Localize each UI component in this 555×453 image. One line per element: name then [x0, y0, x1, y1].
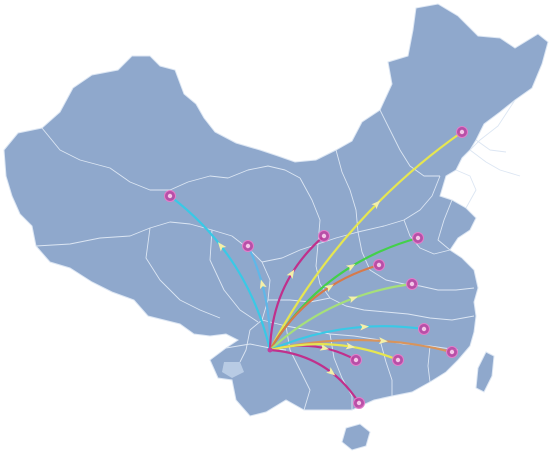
route-arrow-icon	[319, 343, 330, 351]
route-node-northwest	[168, 194, 272, 352]
target-marker-icon[interactable]	[353, 397, 365, 409]
route-node-northeast	[268, 130, 464, 352]
target-marker-icon[interactable]	[418, 323, 430, 335]
hainan-island	[341, 423, 371, 451]
target-marker-icon[interactable]	[242, 240, 254, 252]
route-node-north-central	[268, 234, 326, 352]
target-marker-icon[interactable]	[412, 232, 424, 244]
target-marker-icon[interactable]	[392, 354, 404, 366]
route-arrow-icon	[371, 200, 381, 210]
route-arrow-icon	[326, 367, 336, 376]
route-arrow-icon	[286, 269, 295, 279]
target-marker-icon[interactable]	[318, 230, 330, 242]
route-arrow-icon	[359, 323, 370, 331]
route-arrow-icon	[348, 296, 358, 304]
land-layer	[3, 3, 549, 451]
route-node-east-2	[268, 282, 414, 352]
target-marker-icon[interactable]	[350, 354, 362, 366]
target-marker-icon[interactable]	[446, 346, 458, 358]
route-arrow-icon	[259, 279, 267, 290]
mainland-shape	[3, 3, 549, 417]
route-arrow-icon	[378, 337, 388, 345]
taiwan-island	[475, 351, 495, 393]
node-layer	[164, 126, 468, 409]
target-marker-icon[interactable]	[406, 278, 418, 290]
target-marker-icon[interactable]	[456, 126, 468, 138]
route-node-far-south	[268, 348, 361, 405]
route-node-southeast-1	[268, 325, 426, 352]
target-marker-icon[interactable]	[164, 190, 176, 202]
route-arrow-icon	[217, 242, 227, 252]
route-node-south-2	[268, 343, 400, 362]
route-arrow-icon	[345, 342, 356, 350]
lake-shape	[222, 362, 244, 378]
route-layer	[168, 130, 464, 405]
route-arrow-icon	[345, 264, 356, 272]
route-node-central-1	[268, 263, 381, 352]
target-marker-icon[interactable]	[373, 259, 385, 271]
route-arrow-icon	[324, 284, 334, 293]
hub-origin-point	[267, 347, 273, 353]
